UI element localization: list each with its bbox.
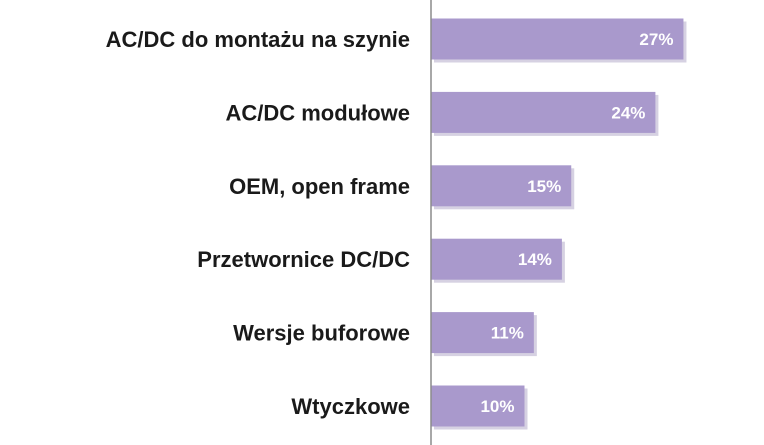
bar [431, 91, 656, 133]
bars-layer [431, 18, 687, 430]
bar [431, 238, 562, 280]
data-label: 27% [639, 30, 673, 49]
bar [431, 165, 572, 207]
data-label: 10% [480, 397, 514, 416]
category-label: AC/DC modułowe [225, 100, 410, 125]
category-label: Wtyczkowe [291, 394, 410, 419]
data-label: 24% [611, 103, 645, 122]
category-label: AC/DC do montażu na szynie [106, 27, 410, 52]
data-labels: 27% 24% 15% 14% 11% 10% [480, 30, 673, 416]
category-label: Wersje buforowe [233, 321, 410, 346]
data-label: 14% [518, 250, 552, 269]
bar [431, 312, 534, 354]
category-labels: AC/DC do montażu na szynie AC/DC modułowe… [106, 27, 410, 419]
data-label: 15% [527, 177, 561, 196]
data-label: 11% [491, 324, 524, 343]
category-label: Przetwornice DC/DC [197, 247, 410, 272]
category-label: OEM, open frame [229, 174, 410, 199]
bar [431, 18, 684, 60]
bar [431, 385, 525, 427]
